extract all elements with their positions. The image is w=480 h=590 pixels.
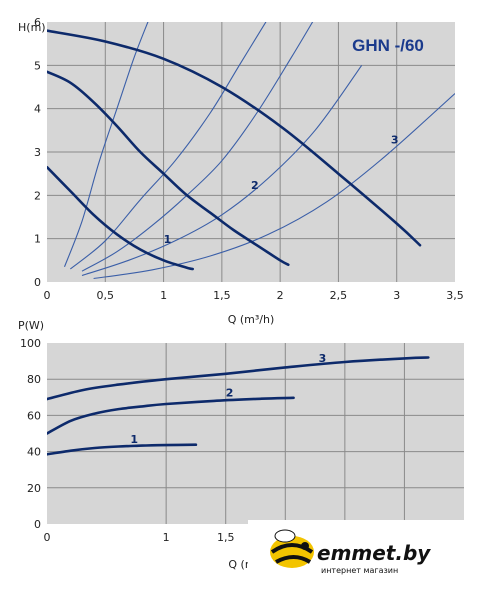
power-y-axis-label: P(W) [18,319,44,332]
power-series-3 [47,356,430,401]
brand-tagline: интернет магазин [321,566,398,575]
head-flow-chart: 1 2 3 0 0,5 1 1,5 2 2,5 3 3,5 0 1 2 3 4 5 6H(m) Q (m³/h) GH… [18,16,464,326]
head-x-tick-3: 1,5 [213,289,231,302]
power-series-2 [47,396,295,435]
head-y-tick-4: 4 [34,103,41,116]
power-y-tick-2: 40 [27,446,41,459]
power-y-tick-5: 100 [20,337,41,350]
head-y-tick-1: 1 [34,233,41,246]
head-system-curve-5 [93,93,455,280]
head-series-1 [47,165,194,271]
head-x-tick-6: 3 [393,289,400,302]
head-series-3 [47,29,422,247]
head-system-curve-3 [81,22,314,272]
head-x-tick-1: 0,5 [97,289,115,302]
brand-name: emmet.by [317,541,431,565]
power-series-label-2: 2 [226,386,234,399]
emmet-watermark: emmet.by интернет магазин [248,520,480,590]
power-x-tick-0: 0 [44,531,51,544]
head-y-tick-0: 0 [34,276,41,289]
head-x-tick-5: 2,5 [330,289,348,302]
power-series-1 [47,443,198,456]
power-y-tick-1: 20 [27,482,41,495]
head-y-tick-3: 3 [34,146,41,159]
power-y-tick-3: 60 [27,409,41,422]
power-y-tick-0: 0 [34,518,41,531]
head-series-label-1: 1 [164,233,172,246]
head-x-axis-label: Q (m³/h) [228,313,275,326]
head-title: GHN -/60 [352,36,424,55]
head-x-tick-0: 0 [44,289,51,302]
head-y-tick-6: 6 [34,16,41,29]
power-y-tick-4: 80 [27,373,41,386]
head-system-curve-4 [81,64,363,277]
head-system-curve-2 [69,22,267,270]
power-x-tick-1: 1 [163,531,170,544]
power-series-label-1: 1 [130,433,138,446]
head-series-label-2: 2 [251,179,259,192]
head-y-tick-5: 5 [34,59,41,72]
head-series-label-3: 3 [391,133,399,146]
head-y-axis-label: H(m) [18,21,46,34]
head-x-tick-4: 2 [277,289,284,302]
power-x-tick-2: 1,5 [217,531,235,544]
head-series-2 [47,70,290,266]
head-y-tick-2: 2 [34,189,41,202]
bee-icon [270,529,314,568]
power-plot-area [47,343,464,524]
head-x-tick-2: 1 [160,289,167,302]
head-system-curve-1 [63,22,149,267]
power-series-label-3: 3 [319,352,327,365]
head-x-tick-7: 3,5 [446,289,464,302]
